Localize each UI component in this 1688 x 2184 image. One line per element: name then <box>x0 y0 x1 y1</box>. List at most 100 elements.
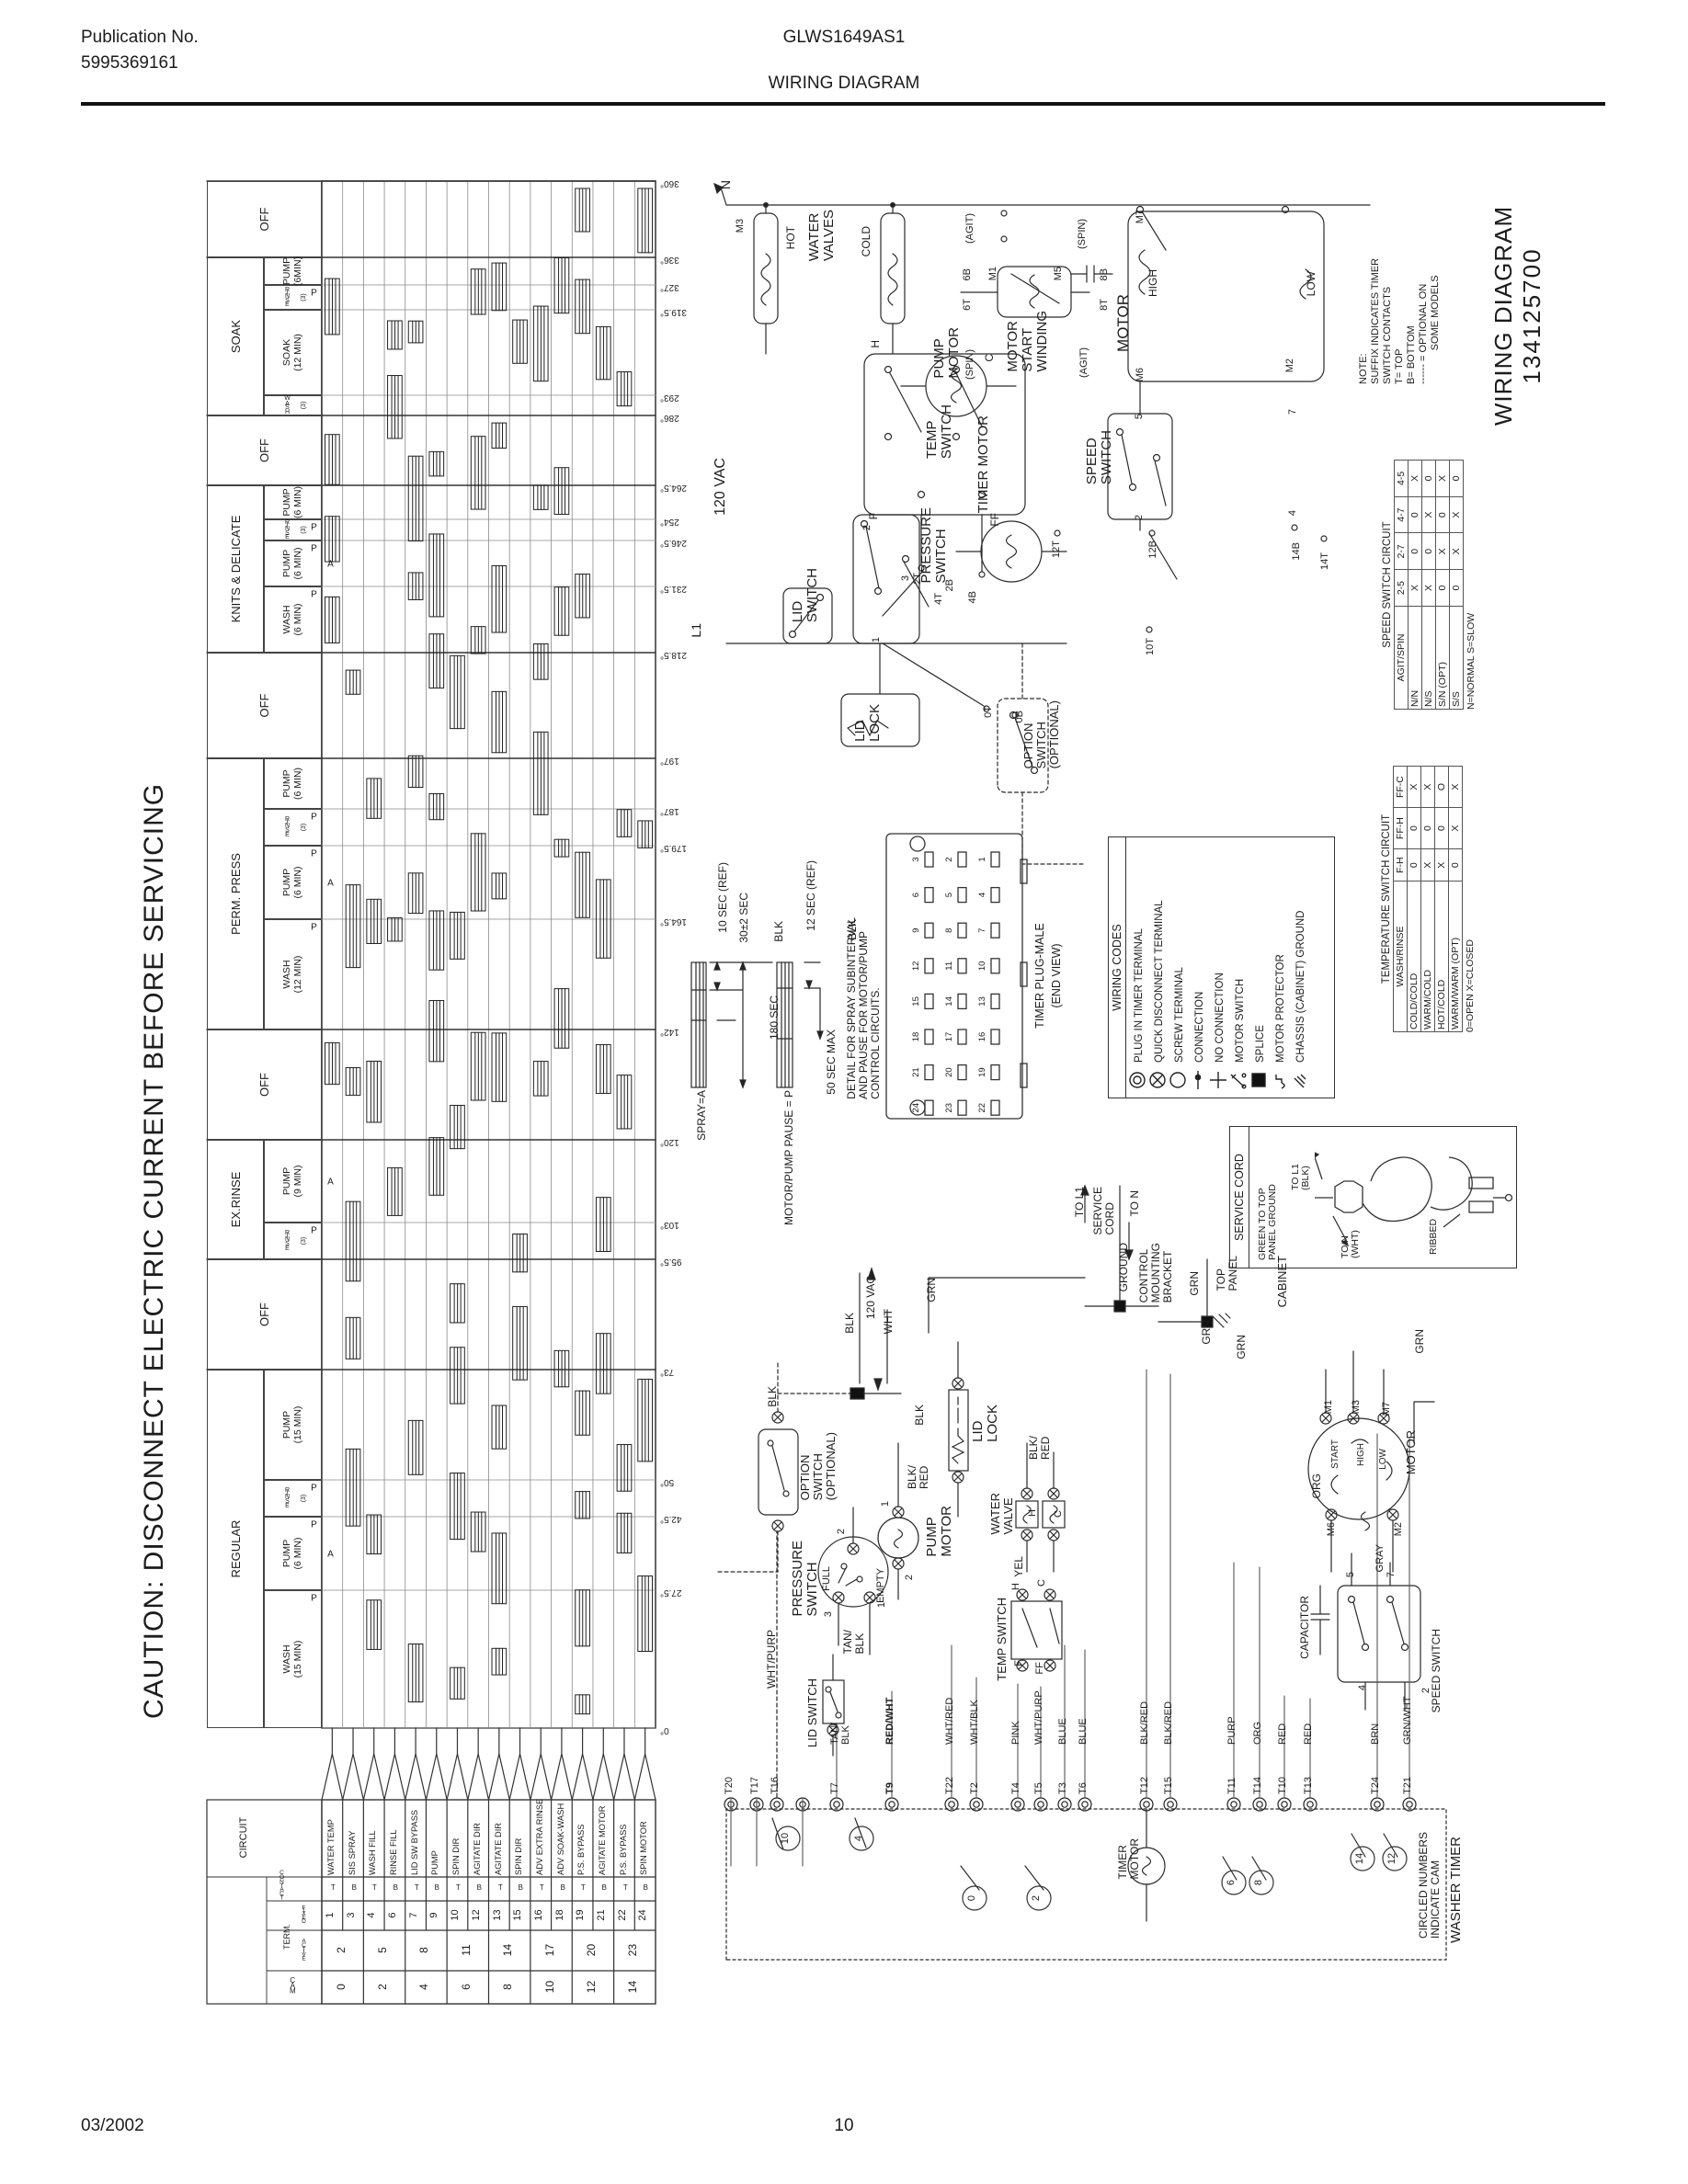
temperature-switch-circuit-title: TEMPERATURE SWITCH CIRCUIT <box>1381 813 1392 984</box>
cam-table-circuit: ADV SOAK-WASH <box>555 1803 565 1875</box>
schematic-label-blko2: BLK <box>766 1386 779 1407</box>
schematic-label-t8: 8T <box>1099 299 1110 311</box>
wiring-codes-item-label: PLUG IN TIMER TERMINAL <box>1134 928 1145 1063</box>
cam-table-contact: T <box>539 1883 544 1893</box>
wire-color-label: BLUE <box>1057 1718 1068 1745</box>
cycle-segment: SOAK (12 MIN) <box>264 310 322 395</box>
terminal-label-t16: T16 <box>770 1777 781 1794</box>
cycle-segment: PUMP (6 MIN) <box>264 758 322 809</box>
cam-table-cam: 12 <box>584 1980 598 1994</box>
schematic-label-hot: HOT <box>784 226 797 250</box>
wiring-codes-item: QUICK DISCONNECT TERMINAL <box>1148 843 1169 1092</box>
wiring-codes-legend: WIRING CODES PLUG IN TIMER TERMINAL QUICK … <box>1108 836 1335 1098</box>
schematic-label-lidswitch1: LID SWITCH <box>790 568 821 623</box>
schematic-label-speedswitch2: SPEED SWITCH <box>1430 1629 1443 1713</box>
plug-pin-12: 12 <box>911 961 921 972</box>
cycle-segment: PUMP (6 MIN) <box>264 485 322 519</box>
speed-switch-circuit-footnote: N=NORMAL S=SLOW <box>1466 612 1477 710</box>
cam-table-fixed: 4 <box>366 1912 378 1918</box>
plug-pin-18: 18 <box>911 1031 921 1042</box>
schematic-label-msw: MOTOR START WINDING <box>1005 311 1051 372</box>
schematic-label-m7a: M7 <box>1135 210 1146 224</box>
schematic-label-n4: 4 <box>1287 510 1298 517</box>
schematic-label-t14b: 14B <box>1291 542 1302 561</box>
cam-number-circle: 12 <box>1386 1852 1397 1865</box>
a-marker: A <box>327 1177 334 1188</box>
cycle-segment: PUMP (15 MIN) <box>264 1370 322 1480</box>
plug-pin-4: 4 <box>977 892 987 898</box>
schematic-label-n7: 7 <box>1287 409 1298 415</box>
cam-table-contact: T <box>414 1883 419 1893</box>
temperature-switch-circuit-col-header: F-H <box>1393 848 1408 882</box>
schematic-label-t12b: 12B <box>1147 540 1158 559</box>
wire-color-label: WHT/BLK <box>969 1700 980 1745</box>
wire-color-label: RED <box>1303 1723 1314 1745</box>
plug-pin-17: 17 <box>944 1031 954 1042</box>
plug-in-timer-terminal-icon <box>1127 1068 1152 1092</box>
plug-pin-2: 2 <box>944 857 954 862</box>
cam-table-circuit: AGITATE DIR <box>493 1823 503 1875</box>
schematic-label-blkw1: BLK <box>843 1313 856 1334</box>
speed-switch-circuit-cell: 0 <box>1408 496 1422 533</box>
terminal-label-t13: T13 <box>1303 1777 1314 1794</box>
plug-pin-10: 10 <box>977 961 987 972</box>
schematic-label-vac120top: 120 VAC <box>713 458 728 516</box>
schematic-label-sec50: 50 SEC MAX <box>825 1029 838 1095</box>
schematic-label-mm2: M2 <box>1393 1522 1404 1537</box>
cam-table-fixed: 12 <box>470 1909 482 1921</box>
cycle-off: OFF <box>207 415 322 485</box>
cam-table-header-active: EVITCA <box>302 1938 306 1962</box>
footer-date: 03/2002 <box>81 2116 144 2135</box>
plug-pin-13: 13 <box>977 996 987 1007</box>
motor-switch-icon <box>1228 1068 1253 1092</box>
degree-label: 73° <box>660 1367 675 1377</box>
note-line: ------ = OPTIONAL ON <box>1417 283 1429 384</box>
cam-table-header-term: TERM. <box>282 1924 291 1950</box>
cam-table-active: 11 <box>459 1944 473 1956</box>
wire-color-label: BLK/RED <box>1139 1701 1150 1745</box>
model-number: GLWS1649AS1 <box>782 28 906 47</box>
schematic-label-tsff: FF <box>1034 1662 1045 1675</box>
cam-number-circle: 10 <box>780 1832 791 1845</box>
timer-plug-subtitle: (END VIEW) <box>1050 943 1063 1008</box>
p-marker: P <box>311 288 317 299</box>
schematic-label-n4b: 4 <box>1357 1685 1368 1691</box>
cam-table-contact: B <box>560 1883 565 1893</box>
wire-color-label: WHT/PURP <box>1033 1690 1044 1745</box>
degree-label: 264.5° <box>660 483 688 493</box>
plug-pin-21: 21 <box>911 1067 921 1077</box>
temperature-switch-circuit-cell: O <box>1434 766 1449 808</box>
schematic-label-tsh: H <box>1010 1583 1021 1590</box>
caution-text: CAUTION: DISCONNECT ELECTRIC CURRENT BEF… <box>139 782 169 1719</box>
speed-switch-circuit-col-header: AGIT/SPIN <box>1394 606 1409 710</box>
cam-number-circle: 14 <box>1354 1852 1365 1865</box>
speed-switch-circuit-title: SPEED SWITCH CIRCUIT <box>1382 521 1393 648</box>
schematic-label-mm7: M7 <box>1381 1402 1392 1416</box>
cam-table-active: 14 <box>501 1943 515 1957</box>
motor-protector-icon <box>1269 1068 1294 1092</box>
publication-label: Publication No. <box>81 28 199 47</box>
schematic-label-blkredwv: BLK/ RED <box>1027 1436 1052 1461</box>
speed-switch-circuit-col-header: 4-7 <box>1394 496 1409 533</box>
wiring-codes-item-label: MOTOR PROTECTOR <box>1275 954 1286 1063</box>
speed-switch-circuit-cell: X <box>1449 533 1464 570</box>
schematic-label-spin6: (SPIN) <box>964 349 975 380</box>
cam-table-circuit: RINSE FILL <box>389 1829 399 1875</box>
schematic-label-agit6: (AGIT) <box>964 213 975 244</box>
wiring-codes-item-label: QUICK DISCONNECT TERMINAL <box>1154 900 1165 1063</box>
wire-color-label: GRN/WHT <box>1402 1696 1413 1745</box>
degree-label: 187° <box>660 806 679 816</box>
wiring-codes-item-label: SCREW TERMINAL <box>1174 967 1185 1063</box>
cam-table-fixed: 1 <box>325 1912 336 1918</box>
schematic-label-m1a: M1 <box>987 267 998 281</box>
plug-pin-15: 15 <box>911 996 921 1007</box>
degree-label: 319.5° <box>660 307 688 317</box>
plug-pin-1: 1 <box>977 857 987 862</box>
cam-table-active: 8 <box>417 1947 431 1953</box>
cam-number-circle: 8 <box>1253 1879 1264 1886</box>
cam-table-contact: B <box>643 1883 649 1893</box>
no-connection-icon <box>1208 1068 1233 1092</box>
terminal-label-t4: T4 <box>1010 1782 1021 1794</box>
cam-table-contact: T <box>330 1883 336 1893</box>
